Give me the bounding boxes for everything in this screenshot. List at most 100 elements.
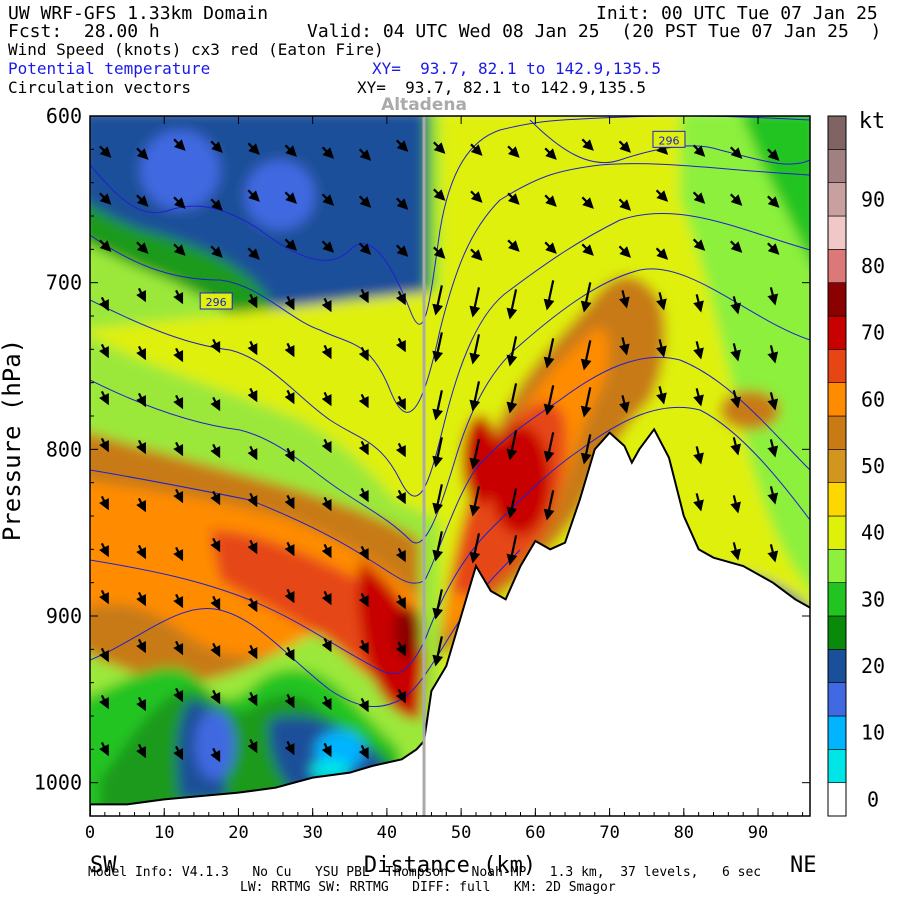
circulation-vector	[98, 495, 109, 511]
colorbar-tick-label: 50	[861, 454, 885, 478]
x-tick-label: 40	[377, 823, 397, 843]
circulation-vector	[173, 196, 186, 209]
circulation-vector	[580, 434, 592, 465]
potential-temperature-contours	[90, 116, 810, 708]
circulation-vector	[469, 381, 481, 412]
x-tick-label: 20	[228, 823, 248, 843]
colorbar-tick-label: 30	[861, 587, 885, 611]
theta-label-text: 296	[658, 134, 679, 147]
circulation-vector	[395, 337, 406, 353]
circulation-vector	[358, 487, 369, 503]
circulation-vector	[98, 542, 109, 558]
circulation-vector	[581, 196, 594, 209]
circulation-vector	[730, 390, 741, 409]
circulation-vector	[98, 741, 109, 757]
circulation-vector	[767, 242, 780, 255]
x-axis-title: Distance (km)	[364, 853, 536, 878]
circulation-vector	[358, 639, 369, 655]
circulation-vector	[395, 594, 406, 610]
circulation-vector	[469, 533, 481, 564]
circulation-vector	[173, 289, 184, 305]
terrain	[90, 427, 810, 816]
circulation-vector	[136, 696, 146, 712]
circulation-vector	[358, 288, 369, 304]
circulation-vector	[693, 294, 704, 313]
colorbar-swatch	[827, 282, 847, 317]
footer-physics: LW: RRTMG SW: RRTMG DIFF: full KM: 2D Sm…	[240, 880, 616, 895]
circulation-vector	[506, 535, 518, 566]
colorbar-swatch	[827, 382, 847, 417]
colorbar-swatch	[827, 182, 847, 217]
circulation-vector	[543, 338, 555, 369]
colorbar-tick-label: 0	[867, 787, 879, 811]
circulation-vector	[173, 394, 184, 410]
circulation-vector	[730, 343, 741, 362]
circulation-vector	[173, 687, 184, 703]
circulation-vector	[543, 490, 555, 521]
circulation-vector	[358, 195, 372, 208]
colorbar-swatch	[827, 415, 847, 450]
circulation-vector	[580, 340, 592, 371]
circulation-vector	[767, 345, 779, 364]
circulation-vector	[730, 296, 741, 315]
colorbar-swatch	[827, 449, 847, 483]
circulation-vector	[767, 544, 779, 563]
circulation-vector	[210, 747, 221, 763]
x-right-end-label: NE	[790, 853, 817, 878]
x-tick-label: 50	[451, 823, 471, 843]
circulation-vector	[284, 389, 295, 405]
circulation-vector	[395, 139, 409, 152]
circulation-vector	[321, 590, 332, 606]
circulation-vector	[767, 148, 780, 161]
colorbar-tick-label: 60	[861, 387, 885, 411]
colorbar-swatch	[827, 582, 847, 617]
colorbar-swatch	[827, 549, 847, 583]
circulation-vector	[395, 290, 406, 306]
colorbar-unit: kt	[859, 109, 886, 134]
colorbar-swatch	[827, 315, 847, 350]
circulation-vector	[433, 141, 446, 154]
circulation-vector	[693, 446, 704, 465]
circulation-vector	[692, 238, 706, 251]
circulation-vector	[507, 239, 520, 252]
circulation-vector	[395, 547, 406, 563]
circulation-vector	[692, 191, 706, 204]
circulation-vector	[136, 544, 146, 560]
circulation-vector	[432, 332, 444, 363]
circulation-vector	[247, 597, 258, 613]
circulation-vector	[284, 144, 297, 157]
circulation-vector	[432, 390, 444, 421]
colorbar-tick-label: 90	[861, 187, 885, 211]
colorbar: kt 0 10 20 30 40 50 60 70 80 90	[827, 109, 886, 817]
circulation-vector	[395, 442, 406, 458]
x-tick-label: 80	[674, 823, 694, 843]
circulation-vector	[693, 388, 704, 407]
circulation-vector	[580, 387, 592, 418]
circulation-vector	[321, 391, 332, 407]
colorbar-swatch	[827, 615, 847, 650]
circulation-vector	[173, 593, 184, 609]
circulation-vector	[358, 346, 369, 362]
circulation-vector	[136, 638, 146, 654]
circulation-vector	[730, 495, 741, 514]
circulation-vector	[247, 247, 260, 260]
theta-label-text: 296	[206, 296, 227, 309]
circulation-vector	[470, 143, 483, 156]
circulation-vector	[284, 295, 295, 311]
plot-area: 296 296	[90, 116, 810, 816]
colorbar-tick-label: 40	[861, 521, 885, 545]
xy-range-black: XY= 93.7, 82.1 to 142.9,135.5	[357, 78, 646, 97]
field-circulation-vectors: Circulation vectors	[8, 78, 192, 97]
circulation-vector	[98, 296, 109, 312]
circulation-vector	[210, 595, 221, 611]
circulation-vector	[284, 740, 295, 756]
circulation-vector	[284, 447, 295, 463]
y-tick-label: 800	[46, 437, 82, 461]
y-tick-label: 700	[46, 271, 82, 295]
circulation-vector	[544, 241, 557, 254]
colorbar-swatch	[827, 249, 847, 283]
circulation-vector	[469, 334, 481, 365]
model-title: UW WRF-GFS 1.33km Domain	[8, 3, 269, 24]
circulation-vector	[767, 486, 779, 505]
circulation-vector	[247, 293, 258, 309]
